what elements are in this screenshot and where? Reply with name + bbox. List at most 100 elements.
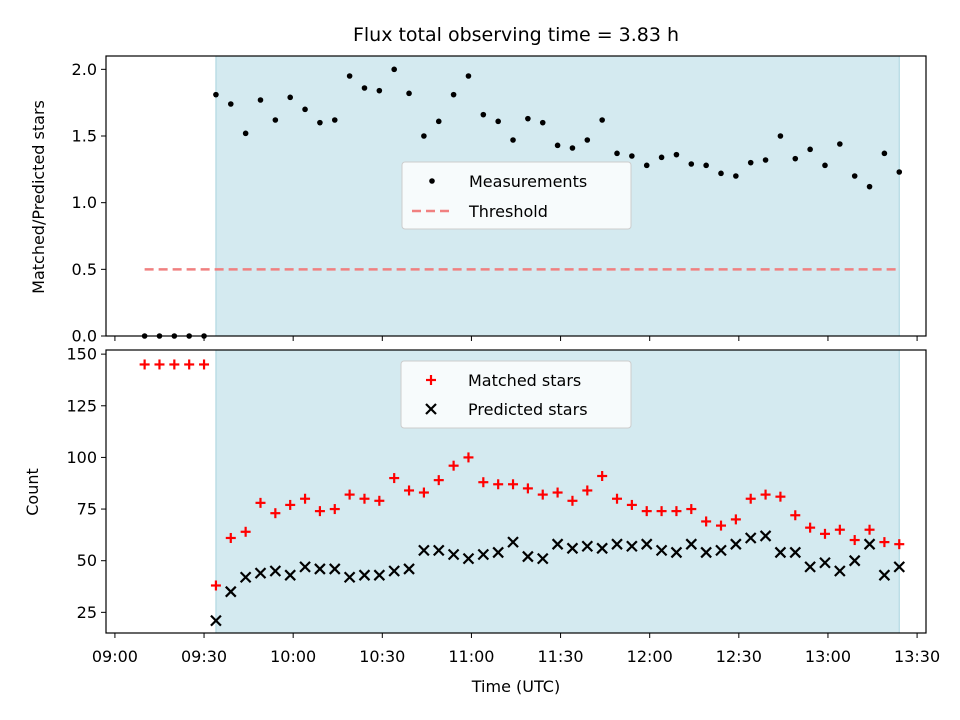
legend-measurements-label: Measurements: [469, 172, 587, 191]
measurement-point: [658, 154, 665, 161]
predicted-star-point: [700, 546, 712, 559]
x-tick-label: 13:30: [894, 647, 940, 666]
predicted-star-stroke-b: [730, 538, 742, 550]
x-tick-label: 11:00: [448, 647, 494, 666]
x-tick-label: 10:00: [270, 647, 316, 666]
measurement-point: [317, 119, 323, 126]
x-tick-label: 13:00: [805, 647, 851, 666]
predicted-star-point: [715, 544, 727, 557]
predicted-star-point: [299, 561, 311, 573]
measurement-point: [673, 151, 680, 158]
measurement-point: [688, 161, 695, 167]
matched-star-point: [389, 473, 400, 484]
predicted-star-point: [626, 540, 638, 553]
predicted-star-stroke-b: [425, 403, 437, 415]
measurement-point: [554, 142, 561, 149]
measurement-point: [346, 73, 353, 79]
top-y-axis-label: Matched/Predicted stars: [29, 100, 48, 294]
predicted-star-stroke-b: [418, 544, 430, 557]
predicted-star-stroke-b: [715, 544, 727, 557]
predicted-star-point: [685, 538, 698, 550]
measurement-point: [361, 85, 368, 91]
predicted-star-stroke-b: [447, 548, 460, 561]
matched-star-point: [612, 493, 623, 504]
matched-star-point: [597, 471, 608, 482]
bottom-y-tick-label: 125: [66, 396, 97, 415]
predicted-star-point: [269, 565, 282, 577]
predicted-star-point: [447, 548, 460, 561]
predicted-star-point: [507, 536, 519, 548]
matched-star-point: [879, 537, 890, 548]
matched-star-point: [790, 510, 801, 521]
predicted-star-stroke-b: [744, 532, 757, 544]
predicted-star-point: [388, 565, 400, 577]
predicted-star-point: [596, 542, 608, 555]
x-tick-label: 09:00: [92, 647, 138, 666]
predicted-star-point: [774, 546, 787, 559]
predicted-star-stroke-b: [640, 538, 653, 550]
predicted-star-point: [640, 538, 653, 550]
x-axis-label: Time (UTC): [471, 677, 560, 696]
measurement-point: [718, 170, 724, 177]
predicted-star-point: [893, 561, 906, 573]
predicted-star-stroke-b: [522, 550, 534, 563]
matched-star-point: [329, 504, 340, 515]
predicted-star-stroke-b: [655, 544, 668, 557]
measurement-point: [733, 173, 739, 179]
measurement-point: [465, 73, 472, 79]
predicted-star-stroke-b: [536, 552, 549, 565]
predicted-star-stroke-b: [210, 614, 222, 627]
measurement-point: [866, 183, 873, 190]
matched-star-point: [834, 524, 845, 535]
bottom-y-tick-label: 75: [77, 500, 97, 519]
measurement-point: [391, 66, 397, 73]
matched-star-point: [154, 359, 165, 370]
predicted-star-stroke-b: [225, 585, 237, 598]
predicted-star-point: [425, 403, 437, 415]
predicted-star-point: [670, 546, 683, 559]
measurement-point: [450, 91, 457, 98]
matched-star-point: [478, 477, 489, 488]
bottom-axes-frame: [105, 349, 927, 634]
predicted-star-point: [418, 544, 430, 557]
matched-star-point: [849, 535, 860, 546]
measurement-point: [584, 137, 591, 143]
measurement-point: [792, 155, 799, 162]
bottom-y-tick-label: 25: [77, 603, 97, 622]
predicted-star-stroke-b: [789, 546, 802, 559]
legend-predicted-label: Predicted stars: [468, 400, 588, 419]
predicted-star-stroke-b: [581, 540, 594, 553]
predicted-star-point: [730, 538, 742, 550]
predicted-star-stroke-b: [343, 571, 356, 584]
x-tick-label: 11:30: [538, 647, 584, 666]
predicted-star-point: [863, 538, 876, 550]
matched-star-point: [671, 506, 682, 517]
top-axes-frame: [105, 55, 927, 337]
matched-star-point: [805, 522, 816, 533]
matched-star-point: [344, 489, 355, 500]
bottom-y-tick-label: 100: [66, 448, 97, 467]
bottom-panel: 25 50 75 100 125 150: [66, 345, 927, 634]
predicted-star-point: [314, 563, 326, 575]
bottom-y-tick-label: 50: [77, 551, 97, 570]
predicted-star-stroke-b: [388, 565, 400, 577]
matched-star-point: [418, 487, 429, 498]
matched-star-point: [864, 524, 875, 535]
matched-star-point: [894, 539, 905, 550]
measurement-point: [822, 162, 828, 169]
predicted-star-point: [284, 569, 296, 581]
predicted-star-point: [462, 552, 475, 565]
predicted-star-point: [522, 550, 534, 563]
predicted-star-point: [566, 542, 579, 555]
predicted-star-point: [759, 530, 772, 542]
predicted-star-stroke-b: [299, 561, 311, 573]
predicted-star-stroke-b: [804, 561, 816, 573]
matched-star-point: [775, 491, 786, 502]
bottom-legend: Matched stars Predicted stars: [400, 360, 632, 429]
matched-star-point: [522, 483, 533, 494]
predicted-star-point: [254, 567, 267, 579]
predicted-star-stroke-b: [566, 542, 579, 555]
legend-measurement-marker: [429, 178, 435, 184]
measurement-point: [807, 146, 813, 153]
matched-star-point: [537, 489, 548, 500]
